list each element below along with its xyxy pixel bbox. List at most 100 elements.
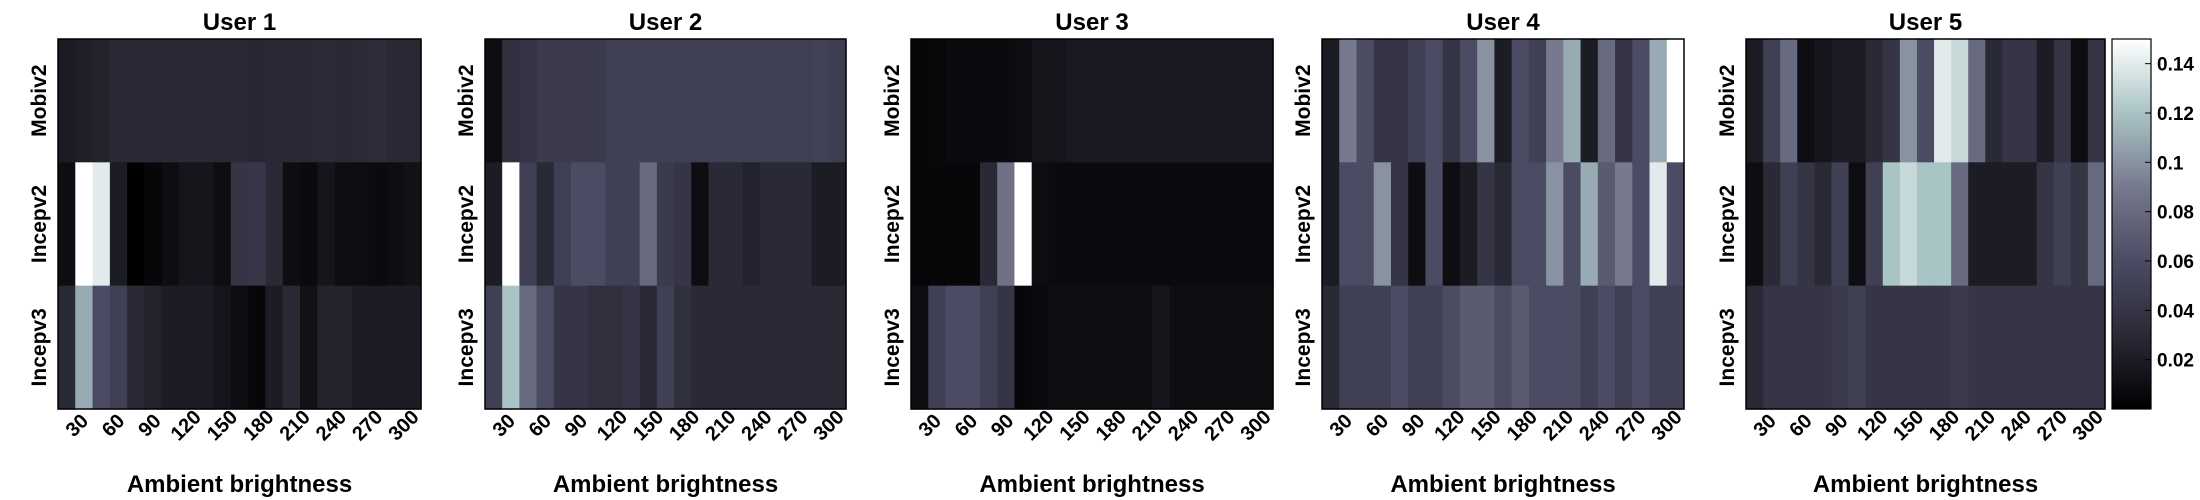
heatmap-cell [1494,285,1513,410]
x-axis-label: Ambient brightness [127,471,352,498]
heatmap-cell [230,39,249,163]
heatmap-cell [1780,39,1798,163]
colorbar-tick-label: 0.14 [2157,55,2194,76]
heatmap-cell [1014,162,1033,287]
x-tick-label: 180 [665,406,704,445]
heatmap-cell [1865,39,1884,163]
heatmap-cell [1916,39,1935,163]
heatmap-cell [1934,162,1952,287]
heatmap-cell [317,162,336,287]
heatmap-cell [386,162,405,287]
heatmap-cell [1083,285,1102,410]
heatmap-cell [1100,162,1119,287]
plot-frame [1321,38,1685,410]
heatmap-cell [1390,39,1409,163]
heatmap-cell [605,162,624,287]
heatmap-cell [1985,39,2004,163]
heatmap-cell [691,285,710,410]
panel-title: User 5 [1889,9,1962,36]
heatmap-cell [196,162,215,287]
heatmap-cell [1339,39,1358,163]
heatmap-cell [1117,162,1136,287]
heatmap-cell [1204,285,1222,410]
plot-frame [484,38,847,410]
heatmap-cell [1546,162,1564,287]
heatmap-cell [1221,285,1240,410]
heatmap-cell [708,39,727,163]
heatmap-cell [794,162,813,287]
y-tick-label: Incepv3 [28,308,51,386]
heatmap-cell [1968,285,1986,410]
heatmap-cell [1528,162,1547,287]
heatmap-cell [1066,162,1084,287]
heatmap-cell [92,39,111,163]
heatmap-cell [1797,162,1815,287]
heatmap-cell [1339,162,1358,287]
heatmap-cell [760,162,778,287]
heatmap-cell [161,285,180,410]
heatmap-cell [1425,39,1444,163]
x-tick-label: 300 [1648,406,1687,445]
heatmap-cell [1117,39,1136,163]
heatmap-cell [811,285,830,410]
heatmap-cell [760,39,778,163]
heatmap-cell [1117,285,1136,410]
heatmap-cell [196,39,215,163]
heatmap-cell [1951,285,1969,410]
heatmap-cell [1442,285,1461,410]
heatmap-cell [1814,39,1833,163]
heatmap-cell [1152,39,1171,163]
colorbar-tick-label: 0.04 [2157,301,2194,322]
heatmap-cell [1597,285,1616,410]
heatmap-cell [2036,162,2055,287]
heatmap-cell [179,285,197,410]
heatmap-cell [248,39,267,163]
heatmap-cell [1528,39,1547,163]
heatmap-cell [2019,39,2038,163]
heatmap-cell [1408,39,1427,163]
heatmap-cell [1066,285,1084,410]
heatmap-cell [1459,39,1478,163]
heatmap-cell [928,285,947,410]
colorbar-gradient [2111,38,2152,410]
heatmap-cell [2070,162,2089,287]
heatmap-cell [570,39,589,163]
heatmap-cell [1442,162,1461,287]
heatmap-cell [213,39,232,163]
heatmap-cell [1649,285,1668,410]
heatmap-cell [1985,285,2004,410]
heatmap-cell [1169,285,1188,410]
heatmap-cell [213,162,232,287]
y-tick-label: Mobiv2 [455,64,478,136]
heatmap-cell [265,39,284,163]
heatmap-cell [2087,39,2106,163]
heatmap-cell [1135,285,1153,410]
heatmap-cell [403,285,422,410]
heatmap-cell [553,39,572,163]
heatmap-cell [1899,162,1918,287]
heatmap-cell [1563,39,1582,163]
x-tick-label: 60 [1362,410,1393,441]
colorbar-tick-label: 0.06 [2157,252,2194,273]
heatmap-cell [1238,285,1257,410]
heatmap-cell [248,162,267,287]
heatmap-cell [1780,285,1798,410]
x-tick-label: 120 [1019,406,1058,445]
x-tick-label: 30 [1749,410,1780,441]
x-tick-label: 270 [1611,406,1650,445]
x-tick-label: 90 [561,410,592,441]
heatmap-cell [945,162,964,287]
heatmap-cell [58,39,76,163]
x-tick-label: 240 [1997,406,2036,445]
heatmap-cell [1408,285,1427,410]
heatmap-cell [351,162,370,287]
heatmap-cell [1322,39,1340,163]
x-tick-label: 300 [810,406,849,445]
heatmap-cell [519,39,538,163]
heatmap-cell [536,39,555,163]
heatmap-cell [811,39,830,163]
heatmap-cell [777,162,796,287]
heatmap-panel-user-3: User 3 Mobiv2 Incepv2 Incepv3 30 60 90 12015018… [881,9,1276,498]
heatmap-cell [570,285,589,410]
heatmap-cell [127,285,146,410]
